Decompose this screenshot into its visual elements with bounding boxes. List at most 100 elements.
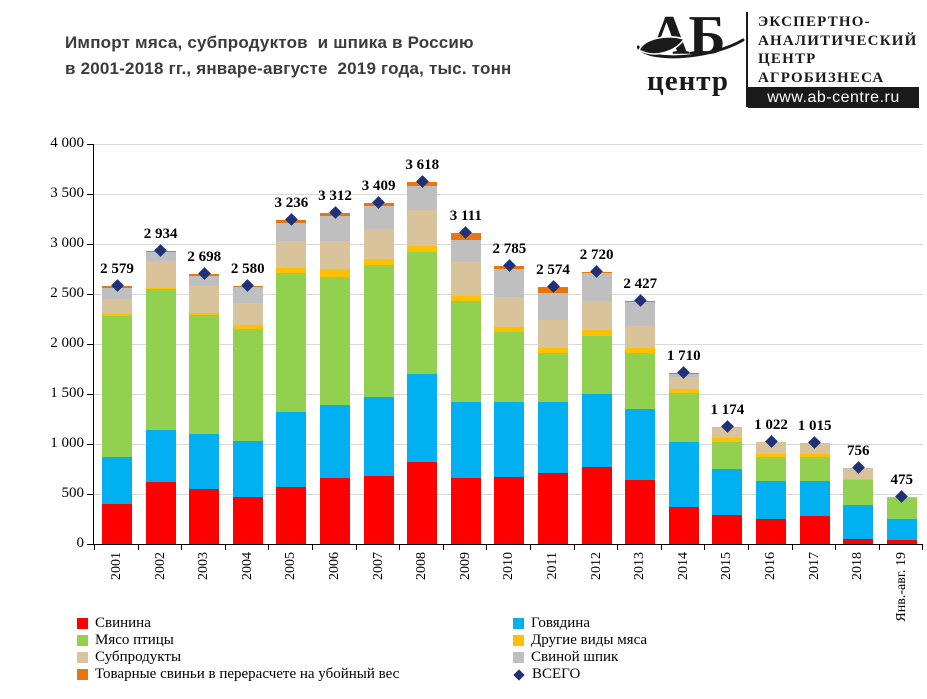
bar-segment: [494, 327, 525, 332]
bar-segment: [538, 292, 568, 320]
x-axis-tick: [137, 545, 139, 550]
total-value-label: 1 022: [754, 416, 788, 433]
x-axis-tick: [181, 545, 183, 550]
y-axis-tick: [87, 443, 93, 445]
total-value-label: 2 698: [187, 249, 222, 266]
bar-segment: [668, 377, 699, 389]
legend-item: Другие виды мяса: [513, 632, 647, 649]
bar-segment: [232, 302, 263, 325]
bar-segment: [189, 434, 220, 489]
bar-segment: [363, 396, 394, 476]
bar-segment: [145, 430, 176, 482]
bar-segment: [145, 287, 176, 289]
bar-segment: [320, 269, 350, 277]
bar-segment: [450, 240, 481, 262]
bar-segment: [712, 438, 743, 442]
gridline: [94, 143, 923, 145]
bar-segment: [625, 325, 656, 348]
bar-segment: [363, 265, 394, 397]
bar-segment: [320, 240, 350, 269]
total-value-label: 2 934: [143, 225, 178, 242]
legend-label: Говядина: [531, 615, 590, 631]
bar-segment: [276, 412, 307, 487]
bar-segment: [276, 222, 307, 241]
x-axis-label: 2005: [283, 552, 299, 580]
bar-segment: [232, 286, 263, 303]
logo-divider: [746, 12, 748, 107]
x-axis-label: 2008: [414, 552, 430, 580]
bar-segment: [581, 330, 612, 336]
bar-segment: [189, 286, 220, 313]
bar-segment: [886, 518, 917, 540]
x-axis-tick: [573, 545, 575, 550]
x-axis-tick: [399, 545, 401, 550]
chart-title-line-1: Импорт мяса, субпродуктов и шпика в Росс…: [65, 33, 474, 52]
logo-website: www.ab-centre.ru: [767, 88, 900, 106]
bar-segment: [363, 475, 394, 544]
legend-item: Говядина: [513, 615, 590, 632]
total-value-label: 1 710: [666, 348, 701, 364]
bar-segment: [232, 497, 263, 544]
legend-square-marker-icon: [77, 635, 88, 646]
y-axis-tick: [87, 143, 93, 145]
legend-label: Товарные свиньи в перерасчете на убойный…: [95, 666, 400, 682]
bar-segment: [756, 442, 786, 454]
legend-item: Субпродукты: [77, 649, 181, 666]
legend-label: Другие виды мяса: [531, 632, 648, 648]
x-axis-tick: [355, 545, 357, 550]
stacked-bar: [450, 232, 481, 544]
y-axis-label: 500: [61, 485, 85, 501]
bar-segment: [712, 468, 743, 515]
x-axis-label: 2016: [763, 552, 778, 580]
legend-item: Свинина: [77, 615, 151, 632]
total-value-label: 3 312: [318, 187, 352, 204]
legend-square-marker-icon: [513, 635, 524, 646]
bar-segment: [189, 314, 220, 434]
bar-segment: [145, 289, 176, 430]
total-value-label: 3 618: [405, 157, 440, 174]
x-axis-label: 2007: [370, 552, 386, 580]
stacked-bar: [407, 182, 438, 544]
bar-segment: [712, 514, 743, 544]
bar-segment: [407, 373, 438, 462]
total-value-label: 2 720: [579, 247, 614, 263]
x-axis-label: 2002: [152, 552, 168, 580]
leaf-icon: [637, 36, 745, 59]
bar-segment: [886, 498, 917, 519]
bar-segment: [232, 329, 263, 441]
bar-segment: [538, 352, 568, 402]
gridline: [94, 193, 923, 195]
legend-label: Субпродукты: [95, 649, 182, 665]
legend-label: Свинина: [95, 615, 151, 631]
bar-segment: [407, 246, 438, 252]
stacked-bar: [538, 286, 568, 544]
bar-segment: [494, 331, 525, 402]
logo-org-line: ЭКСПЕРТНО-: [758, 14, 871, 30]
bar-segment: [189, 312, 220, 315]
y-axis-tick: [87, 193, 93, 195]
bar-segment: [407, 185, 438, 210]
y-axis-tick: [87, 493, 93, 495]
bar-segment: [276, 487, 307, 544]
bar-segment: [320, 215, 350, 241]
logo-org-name: ЭКСПЕРТНО- АНАЛИТИЧЕСКИЙ ЦЕНТР АГРОБИЗНЕ…: [758, 13, 918, 87]
stacked-bar: [494, 265, 525, 544]
bar-segment: [407, 462, 438, 544]
y-axis-label: 3 000: [50, 235, 84, 251]
bar-segment: [581, 336, 612, 394]
bar-segment: [232, 325, 263, 329]
bar-segment: [320, 478, 350, 544]
bar-segment: [363, 258, 394, 265]
legend-item: Свиной шпик: [513, 649, 618, 666]
x-axis-label: 2009: [457, 552, 473, 580]
bar-segment: [232, 440, 263, 497]
x-axis-tick: [268, 545, 270, 550]
chart-title-line-2: в 2001-2018 гг., январе-августе 2019 год…: [65, 59, 512, 78]
bar-segment: [102, 314, 132, 316]
y-axis-label: 2 000: [50, 335, 84, 351]
bar-segment: [538, 348, 568, 353]
bar-segment: [886, 539, 917, 544]
total-value-label: 3 409: [361, 178, 396, 195]
bar-segment: [538, 473, 568, 544]
